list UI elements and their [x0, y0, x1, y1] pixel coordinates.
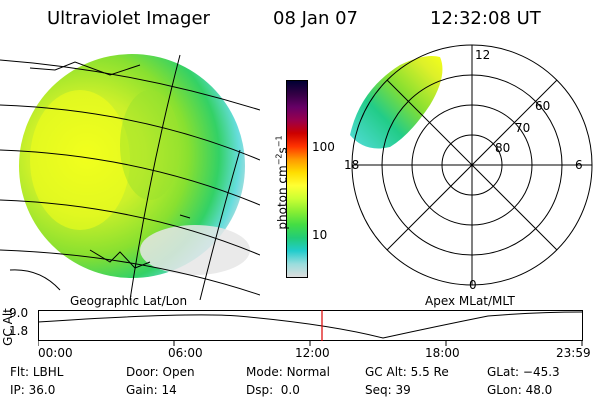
- altitude-plot: [38, 310, 583, 346]
- time-tick-0: 00:00: [38, 346, 73, 360]
- date-label: 08 Jan 07: [273, 8, 358, 29]
- colorbar: [286, 80, 308, 278]
- instrument-title: Ultraviolet Imager: [47, 8, 210, 29]
- altitude-curve: [38, 311, 583, 339]
- lat-70-label: 70: [515, 121, 530, 135]
- lat-80-label: 80: [495, 141, 510, 155]
- lat-60-label: 60: [535, 99, 550, 113]
- mode-info: Mode: Normal: [246, 365, 330, 379]
- time-tick-3: 18:00: [425, 346, 460, 360]
- mlt-0-label: 0: [469, 278, 477, 292]
- time-tick-2: 12:00: [295, 346, 330, 360]
- gcalt-info: GC Alt: 5.5 Re: [365, 365, 449, 379]
- glon-info: GLon: 48.0: [487, 383, 553, 397]
- geographic-image: [0, 54, 260, 300]
- dsp-info: Dsp: 0.0: [246, 383, 300, 397]
- glat-info: GLat: −45.3: [487, 365, 560, 379]
- time-label: 12:32:08 UT: [430, 8, 541, 29]
- auroral-coverage: [350, 56, 443, 149]
- mlt-12-label: 12: [475, 48, 490, 62]
- mlt-6-label: 6: [575, 158, 583, 172]
- colorbar-tick-100: 100: [312, 140, 335, 154]
- filter-info: Flt: LBHL: [10, 365, 64, 379]
- gain-info: Gain: 14: [126, 383, 177, 397]
- time-tick-4: 23:59: [556, 346, 591, 360]
- altitude-ymin: 1.8: [9, 324, 29, 338]
- colorbar-tick-10: 10: [312, 228, 328, 242]
- door-info: Door: Open: [126, 365, 195, 379]
- colorbar-unit-label: photon cm−2s−1: [274, 135, 290, 230]
- time-tick-1: 06:00: [168, 346, 203, 360]
- seq-info: Seq: 39: [365, 383, 411, 397]
- ip-info: IP: 36.0: [10, 383, 56, 397]
- apex-label: Apex MLat/MLT: [425, 294, 515, 308]
- geographic-label: Geographic Lat/Lon: [70, 294, 188, 308]
- altitude-ymax: 9.0: [9, 306, 29, 320]
- mlt-18-label: 18: [344, 158, 359, 172]
- polar-plot: 12 18 6 0 60 70 80: [344, 44, 593, 292]
